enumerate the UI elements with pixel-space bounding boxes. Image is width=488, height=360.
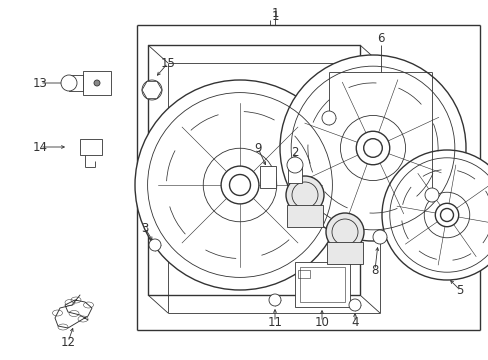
Text: 1: 1 bbox=[271, 6, 278, 19]
Circle shape bbox=[268, 294, 281, 306]
Text: 3: 3 bbox=[141, 221, 148, 234]
Text: 1: 1 bbox=[271, 9, 278, 23]
Bar bbox=[286, 205, 323, 227]
Circle shape bbox=[372, 230, 386, 244]
Circle shape bbox=[440, 208, 452, 221]
Circle shape bbox=[321, 111, 335, 125]
Bar bbox=[294, 262, 349, 307]
Circle shape bbox=[229, 175, 250, 195]
Circle shape bbox=[149, 239, 161, 251]
Polygon shape bbox=[142, 81, 162, 99]
Text: 11: 11 bbox=[267, 315, 282, 328]
Text: 12: 12 bbox=[61, 336, 75, 348]
Text: 13: 13 bbox=[33, 77, 47, 90]
Circle shape bbox=[61, 75, 77, 91]
Bar bbox=[299, 267, 345, 302]
Circle shape bbox=[146, 84, 158, 96]
Circle shape bbox=[94, 80, 100, 86]
Circle shape bbox=[135, 80, 345, 290]
Circle shape bbox=[434, 203, 458, 227]
Circle shape bbox=[363, 139, 382, 157]
Bar bbox=[80, 139, 102, 155]
Circle shape bbox=[356, 131, 389, 165]
Bar bbox=[260, 166, 275, 188]
Text: 6: 6 bbox=[376, 32, 384, 45]
Bar bbox=[297, 270, 309, 278]
Ellipse shape bbox=[325, 213, 363, 251]
Circle shape bbox=[280, 55, 465, 241]
Circle shape bbox=[221, 166, 258, 204]
Bar bbox=[326, 242, 362, 264]
Bar bbox=[83, 71, 111, 95]
Circle shape bbox=[142, 80, 162, 100]
Text: 8: 8 bbox=[370, 264, 378, 276]
Bar bbox=[69, 75, 83, 91]
Text: 5: 5 bbox=[455, 284, 463, 297]
Circle shape bbox=[381, 150, 488, 280]
Bar bbox=[287, 165, 302, 183]
Text: 7: 7 bbox=[327, 264, 335, 276]
Text: 9: 9 bbox=[254, 141, 261, 154]
Text: 4: 4 bbox=[350, 315, 358, 328]
Text: 14: 14 bbox=[32, 140, 47, 153]
Text: 2: 2 bbox=[291, 145, 298, 158]
Circle shape bbox=[286, 157, 303, 173]
Circle shape bbox=[424, 188, 438, 202]
Text: 15: 15 bbox=[160, 57, 175, 69]
Ellipse shape bbox=[285, 176, 324, 214]
Circle shape bbox=[348, 299, 360, 311]
Text: 10: 10 bbox=[314, 315, 329, 328]
